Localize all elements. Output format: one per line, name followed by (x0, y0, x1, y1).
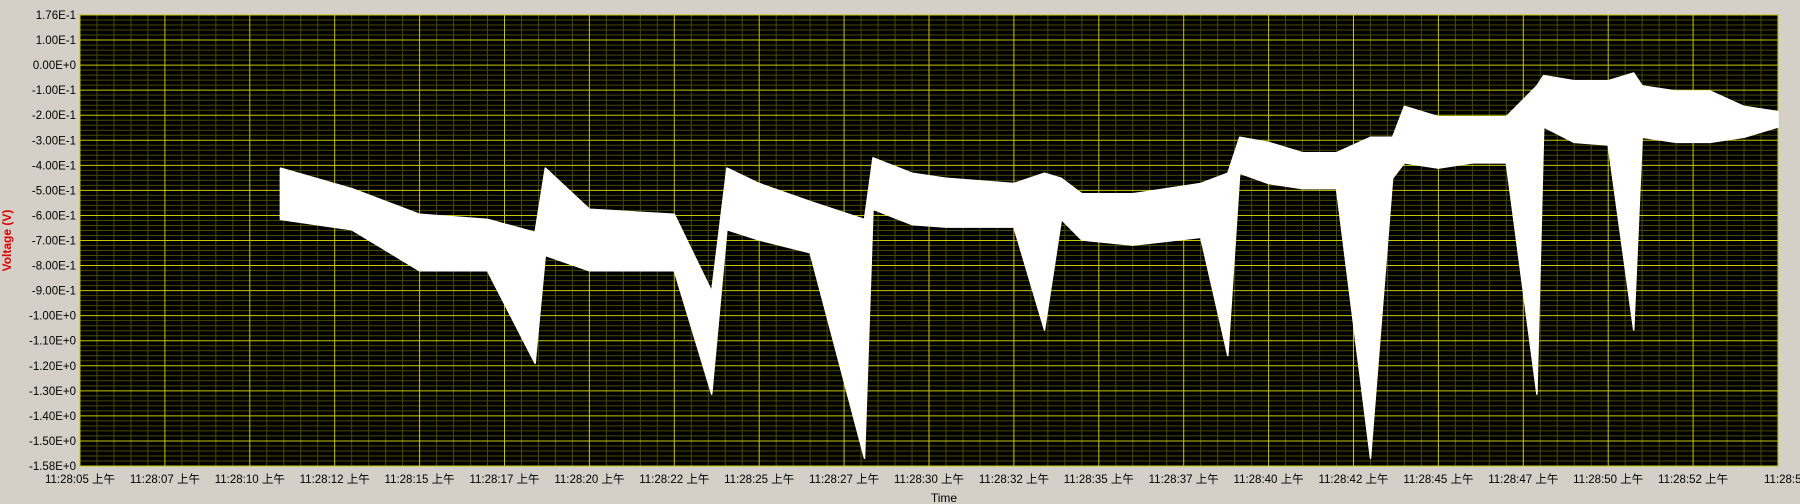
x-tick-label: 11:28:12 上午 (300, 473, 370, 486)
x-tick-label: 11:28:25 上午 (724, 473, 794, 486)
y-tick-label: -1.50E+0 (29, 436, 76, 448)
x-tick-label: 11:28:35 上午 (1064, 473, 1134, 486)
y-tick-label: -6.00E-1 (32, 210, 76, 222)
y-tick-label: -1.10E+0 (29, 336, 76, 348)
voltage-trace (279, 72, 1779, 460)
x-tick-label: 11:28:50 上午 (1573, 473, 1643, 486)
y-tick-label: -1.30E+0 (29, 386, 76, 398)
y-tick-label: -1.40E+0 (29, 411, 76, 423)
y-tick-label: -9.00E-1 (32, 286, 76, 298)
y-tick-label: -5.00E-1 (32, 185, 76, 197)
y-tick-label: -1.00E+0 (29, 311, 76, 323)
y-tick-label: 1.00E-1 (36, 35, 76, 47)
x-tick-label: 11:28:15 上午 (385, 473, 455, 486)
x-tick-label: 11:28:32 上午 (979, 473, 1049, 486)
x-tick-label: 11:28:22 上午 (639, 473, 709, 486)
x-tick-label: 11:28:10 上午 (215, 473, 285, 486)
y-tick-label: -3.00E-1 (32, 135, 76, 147)
y-tick-label: 1.76E-1 (36, 10, 76, 22)
x-tick-label: 11:28:40 上午 (1234, 473, 1304, 486)
x-tick-label: 11:28:56 上 (1764, 473, 1800, 486)
x-tick-label: 11:28:52 上午 (1658, 473, 1728, 486)
x-tick-label: 11:28:30 上午 (894, 473, 964, 486)
x-tick-label: 11:28:20 上午 (554, 473, 624, 486)
y-tick-label: -4.00E-1 (32, 160, 76, 172)
x-tick-label: 11:28:07 上午 (130, 473, 200, 486)
x-axis-tick-labels: 11:28:05 上午 11:28:07 上午 11:28:10 上午 11:28:1… (45, 473, 1800, 486)
x-tick-label: 11:28:45 上午 (1403, 473, 1473, 486)
y-axis-title: Voltage (V) (0, 210, 14, 272)
x-tick-label: 11:28:05 上午 (45, 473, 115, 486)
x-tick-label: 11:28:47 上午 (1488, 473, 1558, 486)
y-axis-tick-labels: 1.76E-1 1.00E-1 0.00E+0 -1.00E-1 -2.00E-1 -3.… (29, 10, 76, 473)
x-tick-label: 11:28:37 上午 (1149, 473, 1219, 486)
trace-envelope (279, 72, 1779, 460)
x-axis-title: Time (931, 491, 958, 504)
x-tick-label: 11:28:42 上午 (1318, 473, 1388, 486)
x-tick-label: 11:28:27 上午 (809, 473, 879, 486)
y-tick-label: -1.00E-1 (32, 85, 76, 97)
y-tick-label: -1.58E+0 (29, 461, 76, 473)
y-tick-label: -7.00E-1 (32, 236, 76, 248)
y-tick-label: -8.00E-1 (32, 261, 76, 273)
y-tick-label: -2.00E-1 (32, 110, 76, 122)
y-tick-label: -1.20E+0 (29, 361, 76, 373)
x-tick-label: 11:28:17 上午 (469, 473, 539, 486)
y-tick-label: 0.00E+0 (33, 60, 76, 72)
